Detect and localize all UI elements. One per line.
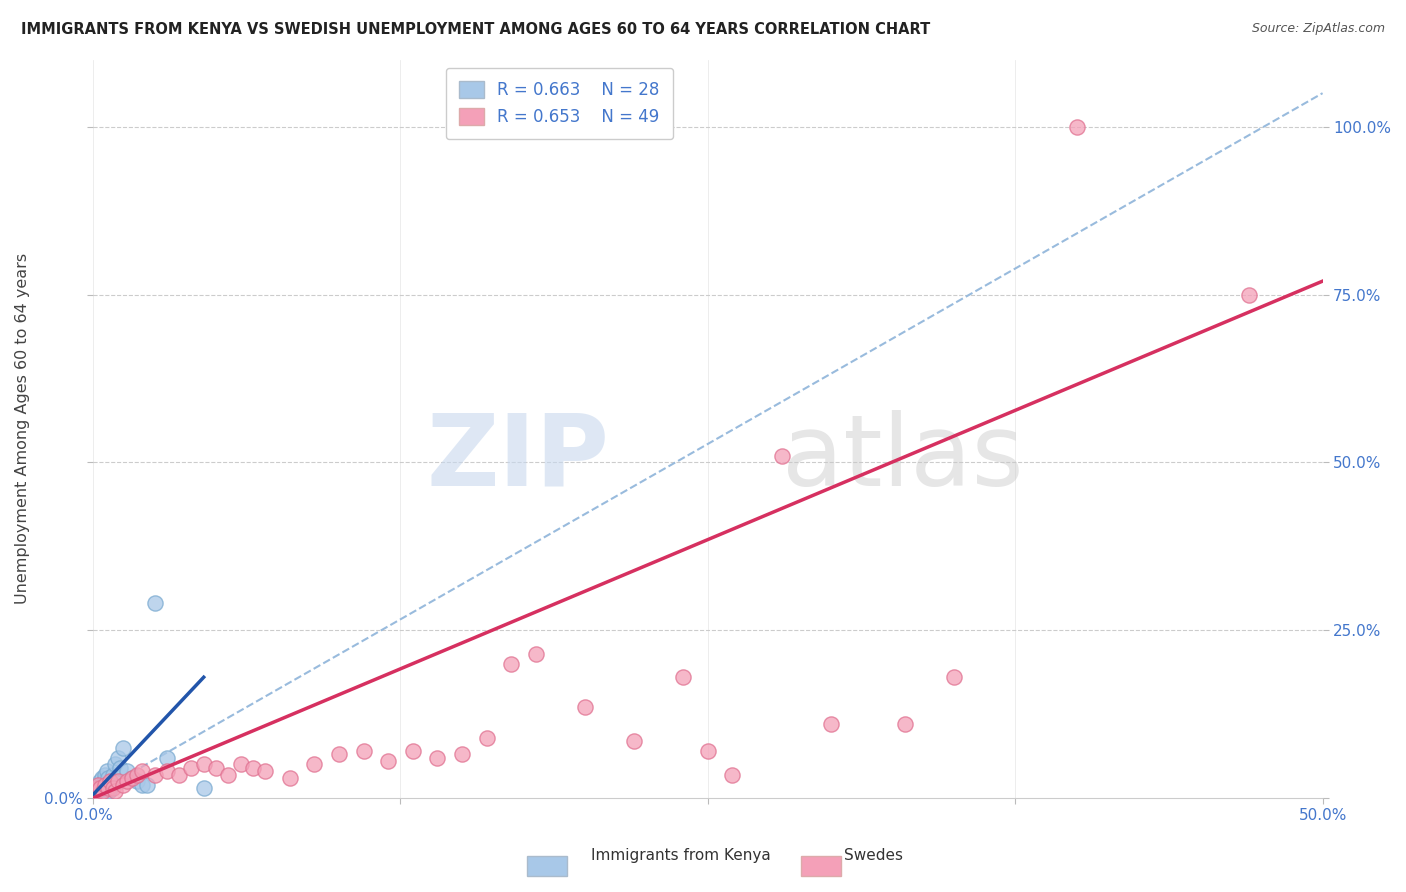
Text: Source: ZipAtlas.com: Source: ZipAtlas.com [1251,22,1385,36]
Point [89,774,111,789]
Point [89,780,111,795]
Point [180,761,202,775]
Point [217,767,239,781]
Point [117,764,139,779]
Point [107,774,129,789]
Point [254,764,277,779]
Point [426,751,449,765]
Point [672,670,695,684]
Point [86,780,108,795]
Point [127,767,149,781]
Point [942,670,965,684]
Point [117,774,139,789]
Point [402,744,425,758]
Point [83,788,105,802]
Point [83,788,105,802]
Point [121,771,143,785]
Point [97,771,120,785]
Text: IMMIGRANTS FROM KENYA VS SWEDISH UNEMPLOYMENT AMONG AGES 60 TO 64 YEARS CORRELAT: IMMIGRANTS FROM KENYA VS SWEDISH UNEMPLO… [21,22,931,37]
Point [104,757,127,772]
Point [893,717,915,731]
Point [304,757,326,772]
Point [278,771,301,785]
Point [167,767,190,781]
Point [107,751,129,765]
Point [193,757,215,772]
Point [98,784,121,798]
Point [770,449,793,463]
Point [121,771,143,785]
Text: Swedes: Swedes [844,848,903,863]
Point [475,731,498,745]
Point [205,761,228,775]
Point [1237,287,1260,301]
Point [94,778,117,792]
Point [104,784,127,798]
Point [328,747,350,762]
Point [229,757,252,772]
Text: ZIP: ZIP [426,409,609,507]
Point [574,700,596,714]
Point [96,764,118,779]
Point [353,744,375,758]
Point [108,761,131,775]
Point [89,778,111,792]
Point [131,764,153,779]
Point [84,784,107,798]
Point [377,754,399,768]
Point [111,778,134,792]
Point [131,778,153,792]
Point [696,744,718,758]
Point [101,780,124,795]
Point [143,767,166,781]
Point [87,778,110,792]
Text: Immigrants from Kenya: Immigrants from Kenya [591,848,770,863]
Point [242,761,264,775]
Point [86,780,108,795]
Point [111,740,134,755]
Point [84,784,107,798]
Point [721,767,744,781]
Point [91,780,114,795]
Text: atlas: atlas [782,409,1024,507]
Point [101,767,124,781]
Point [1066,120,1088,134]
Point [451,747,474,762]
Point [87,784,110,798]
Point [90,771,112,785]
Point [97,780,120,795]
Point [98,774,121,789]
Point [156,764,179,779]
Point [193,780,215,795]
Point [524,647,547,661]
Point [501,657,523,671]
Point [100,778,122,792]
Legend: R = 0.663    N = 28, R = 0.653    N = 49: R = 0.663 N = 28, R = 0.653 N = 49 [446,68,673,139]
Point [623,734,645,748]
Point [143,596,166,610]
Point [156,751,179,765]
Y-axis label: Unemployment Among Ages 60 to 64 years: Unemployment Among Ages 60 to 64 years [15,253,30,605]
Point [127,774,149,789]
Point [94,767,117,781]
Point [91,784,114,798]
Point [820,717,842,731]
Point [136,778,159,792]
Point [93,774,115,789]
Point [98,780,121,795]
